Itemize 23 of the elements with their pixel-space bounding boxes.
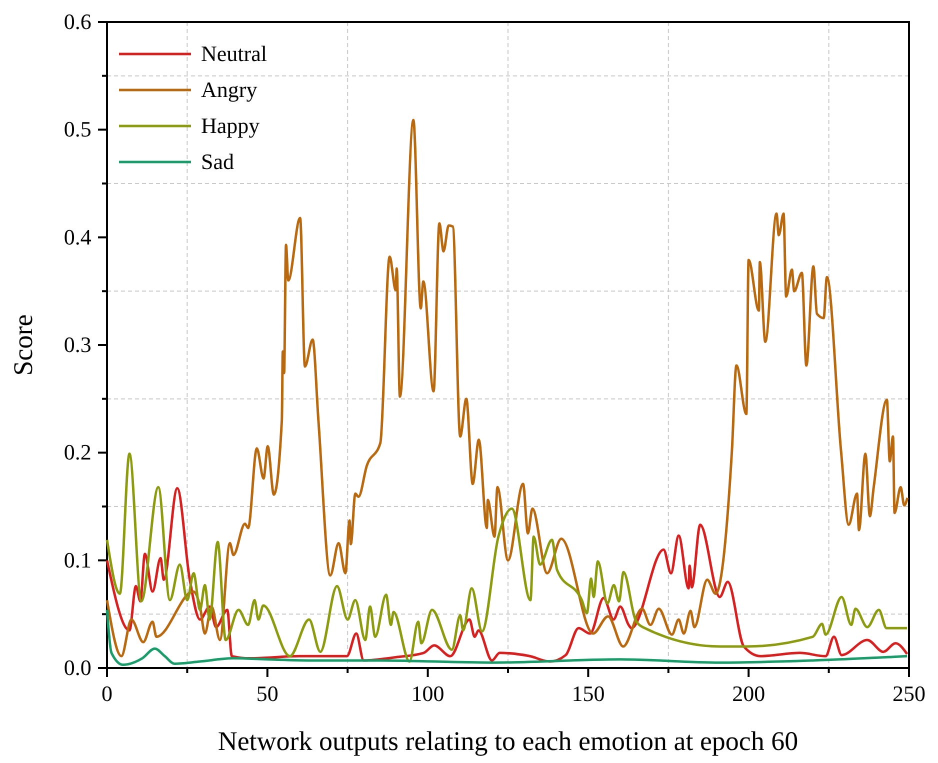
y-tick-label: 0.5 bbox=[64, 116, 92, 142]
legend-label: Neutral bbox=[201, 41, 267, 66]
line-series bbox=[106, 118, 909, 658]
x-tick-label: 0 bbox=[102, 681, 112, 706]
legend-label: Happy bbox=[201, 113, 260, 138]
y-tick-label: 0.3 bbox=[64, 332, 92, 358]
y-axis-title: Score bbox=[8, 314, 38, 376]
x-tick-label: 250 bbox=[892, 681, 926, 706]
y-tick-label: 0.6 bbox=[64, 9, 92, 34]
x-axis-title: Network outputs relating to each emotion at epoch 60 bbox=[218, 726, 798, 756]
x-tick-label: 150 bbox=[572, 681, 605, 706]
y-tick-label: 0.4 bbox=[64, 224, 92, 250]
y-tick-label: 0.0 bbox=[64, 655, 92, 680]
line-series bbox=[106, 608, 908, 666]
x-tick-label: 50 bbox=[256, 681, 278, 706]
legend-label: Angry bbox=[201, 77, 258, 102]
y-tick-label: 0.1 bbox=[64, 547, 92, 572]
legend-label: Sad bbox=[201, 149, 234, 174]
x-tick-label: 200 bbox=[732, 681, 766, 706]
line-series bbox=[106, 486, 908, 663]
line-series bbox=[106, 452, 908, 663]
x-tick-label: 100 bbox=[411, 681, 444, 706]
y-tick-label: 0.2 bbox=[64, 440, 92, 465]
